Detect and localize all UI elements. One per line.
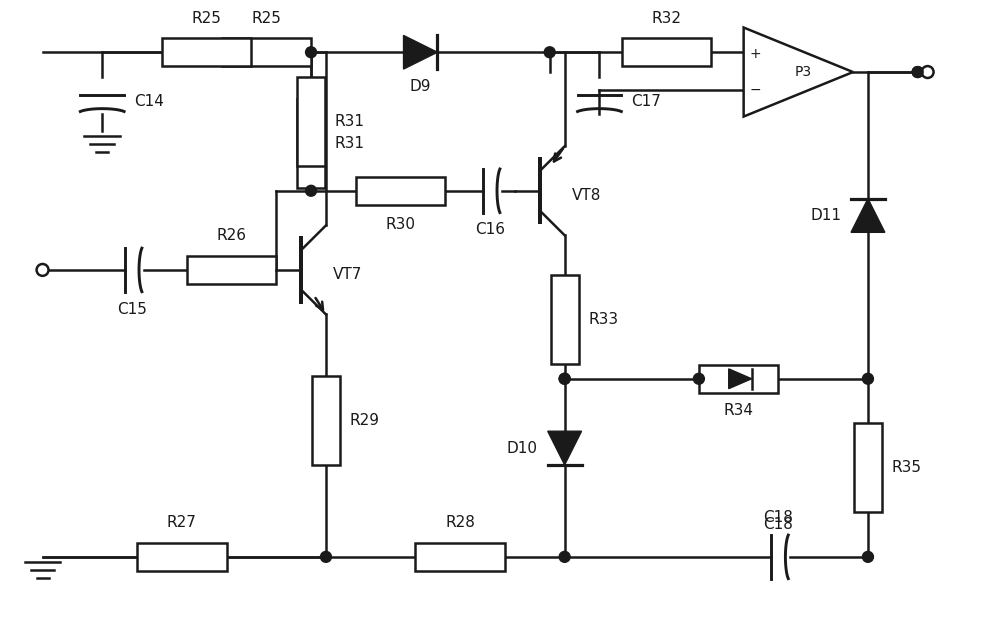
Text: C18: C18 — [764, 517, 793, 532]
Circle shape — [912, 67, 923, 77]
Polygon shape — [729, 369, 752, 389]
Bar — [622, 38, 711, 66]
Text: R29: R29 — [350, 413, 380, 428]
Bar — [297, 99, 325, 188]
Bar — [699, 365, 778, 392]
Text: C14: C14 — [134, 94, 164, 109]
Text: R31: R31 — [335, 114, 365, 129]
Text: R32: R32 — [652, 11, 682, 25]
Text: R27: R27 — [167, 515, 197, 530]
Bar — [137, 543, 227, 571]
Polygon shape — [404, 35, 437, 69]
Text: R35: R35 — [892, 461, 922, 475]
Text: D11: D11 — [810, 208, 841, 223]
Text: P3: P3 — [795, 65, 812, 79]
Circle shape — [693, 373, 704, 384]
Text: R25: R25 — [251, 11, 281, 25]
Circle shape — [306, 47, 317, 58]
Circle shape — [559, 552, 570, 562]
Text: R26: R26 — [216, 228, 246, 243]
Bar — [312, 376, 340, 465]
Circle shape — [559, 373, 570, 384]
Circle shape — [922, 66, 934, 78]
Polygon shape — [548, 431, 582, 465]
Text: C15: C15 — [117, 301, 147, 316]
Text: C16: C16 — [475, 222, 505, 238]
Bar — [297, 77, 325, 166]
Circle shape — [306, 185, 317, 196]
Text: R28: R28 — [445, 515, 475, 530]
Text: R25: R25 — [192, 11, 222, 25]
Bar — [415, 543, 505, 571]
Bar — [222, 38, 311, 66]
Bar — [356, 177, 445, 205]
Polygon shape — [744, 27, 853, 116]
Circle shape — [862, 373, 873, 384]
Bar — [551, 275, 579, 364]
Text: +: + — [750, 47, 761, 61]
Circle shape — [862, 552, 873, 562]
Text: D10: D10 — [507, 441, 538, 456]
Bar — [854, 423, 882, 513]
Text: R34: R34 — [724, 402, 754, 417]
Bar — [187, 256, 276, 284]
Text: R33: R33 — [589, 312, 619, 327]
Polygon shape — [851, 199, 885, 232]
Text: C18: C18 — [764, 510, 793, 525]
Text: R31: R31 — [335, 136, 365, 151]
Circle shape — [321, 552, 331, 562]
Text: D9: D9 — [410, 79, 431, 94]
Text: R30: R30 — [386, 217, 416, 233]
Circle shape — [37, 264, 49, 276]
Circle shape — [559, 373, 570, 384]
Circle shape — [544, 47, 555, 58]
Text: −: − — [750, 83, 761, 97]
Bar — [162, 38, 251, 66]
Circle shape — [912, 67, 923, 77]
Text: VT8: VT8 — [572, 188, 601, 203]
Text: VT7: VT7 — [333, 267, 362, 282]
Text: C17: C17 — [631, 94, 661, 109]
